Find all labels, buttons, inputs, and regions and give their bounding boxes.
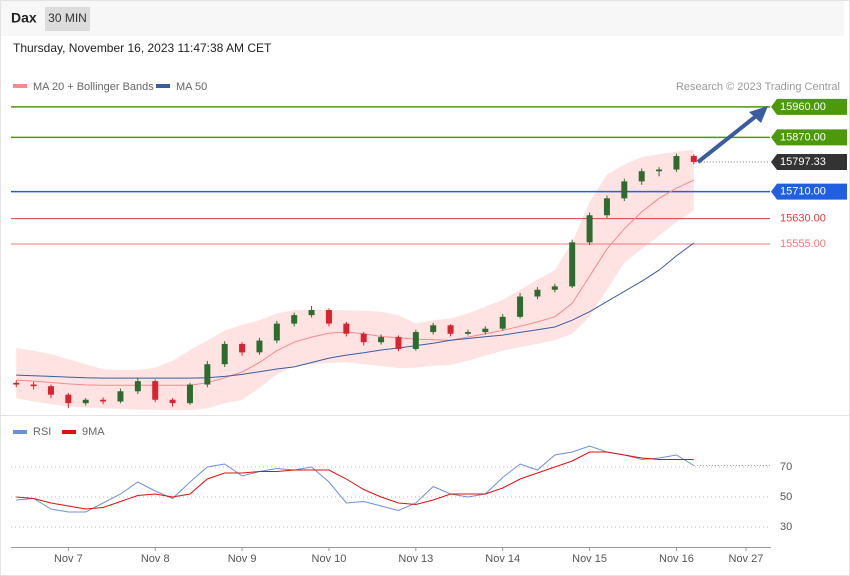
candle-body	[343, 323, 350, 334]
candle-body	[430, 325, 437, 333]
candle-body	[100, 399, 107, 402]
timeframe[interactable]: 30 MIN	[48, 11, 87, 25]
candle-body	[656, 169, 663, 172]
x-tick-label: Nov 8	[141, 553, 170, 565]
legend-swatch	[62, 430, 76, 434]
level-label: 15870.00	[780, 131, 826, 143]
arrow-head	[749, 106, 768, 123]
instrument: Dax	[11, 10, 37, 26]
legend-swatch	[156, 84, 170, 88]
candle-body	[621, 181, 628, 199]
timeframe-button[interactable]	[45, 7, 90, 31]
candle-body	[256, 340, 263, 353]
candle-body	[482, 328, 489, 333]
candle-body	[65, 394, 72, 404]
legend-label: MA 20 + Bollinger Bands	[33, 81, 154, 93]
legend-swatch	[13, 84, 27, 88]
level-label: 15630.00	[780, 213, 826, 225]
candle-body	[673, 156, 680, 170]
level-tag	[771, 98, 847, 115]
x-tick-label: Nov 15	[572, 553, 607, 565]
timestamp: Thursday, November 16, 2023 11:47:38 AM …	[13, 41, 272, 55]
y-tick-label: 50	[780, 491, 792, 503]
x-tick-label: Nov 9	[228, 553, 257, 565]
candle-body	[690, 156, 697, 162]
level-label: 15710.00	[780, 185, 826, 197]
candle-body	[569, 242, 576, 287]
credit: Research © 2023 Trading Central	[676, 81, 840, 93]
last-price-tag	[771, 153, 847, 170]
last-price-label: 15797.33	[780, 156, 826, 168]
level-label: 15960.00	[780, 101, 826, 113]
candle-body	[273, 323, 280, 341]
candle-body	[603, 198, 610, 216]
candle-body	[169, 399, 176, 404]
rsi-line	[16, 451, 694, 510]
rsi-line	[16, 445, 695, 513]
candle-body	[152, 381, 159, 400]
level-tag	[771, 129, 847, 146]
candle-body	[378, 337, 385, 343]
candle-body	[30, 384, 37, 387]
candle-body	[308, 310, 315, 316]
candle-body	[412, 332, 419, 349]
candle-body	[291, 315, 298, 324]
candle-body	[82, 399, 89, 404]
y-tick-label: 70	[780, 461, 792, 473]
candle-body	[47, 386, 54, 395]
candle-body	[499, 316, 506, 329]
bollinger-band	[16, 149, 694, 411]
ma-line	[16, 179, 695, 386]
x-tick-label: Nov 27	[729, 553, 764, 565]
candle-body	[395, 337, 402, 349]
candle-body	[186, 384, 193, 404]
candle-body	[551, 286, 558, 290]
candle-body	[360, 333, 367, 343]
level-tag	[771, 183, 847, 200]
candle-body	[13, 382, 20, 385]
x-tick-label: Nov 10	[312, 553, 347, 565]
ma-line	[16, 242, 695, 379]
forecast-arrow	[696, 111, 762, 164]
candle-body	[221, 343, 228, 365]
x-tick-label: Nov 7	[54, 553, 83, 565]
candle-body	[134, 381, 141, 392]
candle-body	[239, 343, 246, 353]
candle-body	[325, 310, 332, 324]
candle-body	[447, 325, 454, 334]
legend-label: MA 50	[176, 81, 207, 93]
legend-label: 9MA	[82, 426, 105, 438]
candle-body	[204, 364, 211, 385]
candle-body	[586, 215, 593, 243]
x-tick-label: Nov 16	[659, 553, 694, 565]
header-bar	[1, 1, 844, 36]
candle-body	[464, 332, 471, 334]
candle-body	[117, 391, 124, 402]
level-label: 15555.00	[780, 238, 826, 250]
x-tick-label: Nov 14	[485, 553, 520, 565]
candle-body	[517, 296, 524, 317]
candle-body	[534, 289, 541, 297]
legend-swatch	[13, 430, 27, 434]
legend-label: RSI	[33, 426, 51, 438]
candle-body	[638, 171, 645, 182]
x-tick-label: Nov 13	[398, 553, 433, 565]
y-tick-label: 30	[780, 521, 792, 533]
